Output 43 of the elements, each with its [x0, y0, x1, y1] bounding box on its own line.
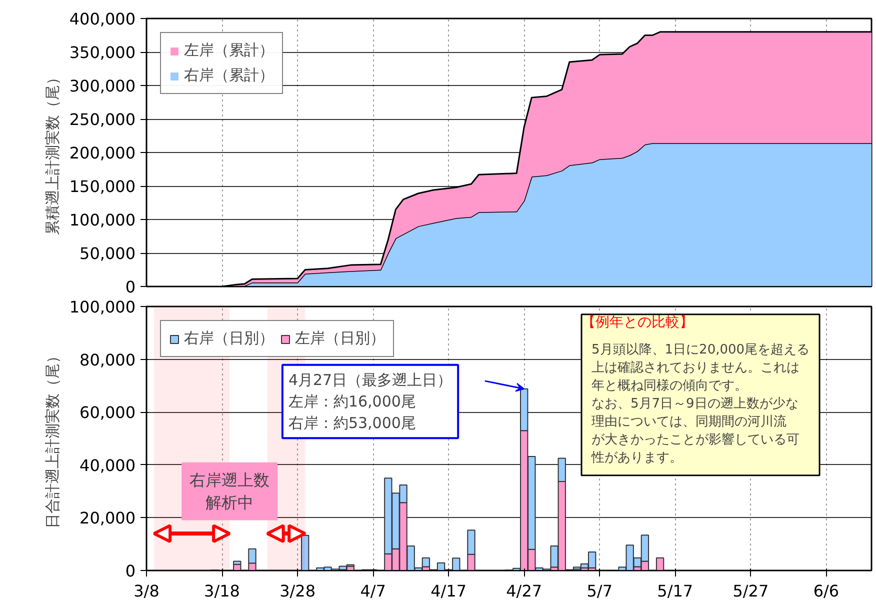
y-tick-label: 250,000: [69, 110, 136, 129]
y-tick-label: 300,000: [69, 76, 136, 96]
annotation: 4月27日（最多遡上日）: [288, 370, 452, 389]
y-tick-label: 50,000: [80, 244, 136, 263]
x-tick-label: 5/27: [732, 582, 769, 600]
y-tick-label: 350,000: [69, 43, 136, 62]
annotation: 左岸：約16,000尾: [288, 392, 416, 410]
x-tick-label: 4/27: [506, 582, 542, 600]
annotation: 5月頭以降、1日に20,000尾を超える: [592, 342, 810, 358]
x-tick-label: 5/7: [586, 582, 612, 600]
annotation: 上は確認されておりません。これは: [592, 360, 800, 376]
annotation: 性があります。: [590, 450, 682, 466]
y-tick-label: 80,000: [80, 350, 136, 370]
annotation: 理由については、同期間の河川流: [592, 413, 786, 430]
y-tick-label: 100,000: [69, 298, 136, 316]
y-tick-label: 40,000: [80, 456, 136, 475]
y-axis-title: 累積遡上計測実数（尾）: [43, 70, 62, 235]
legend-label: 左岸（累計）: [184, 41, 274, 60]
legend-label: 左岸（日別）: [295, 329, 385, 348]
annotation: 右岸：約53,000尾: [288, 414, 416, 432]
y-tick-label: 100,000: [69, 210, 136, 230]
legend-label: 右岸（累計）: [184, 66, 274, 85]
x-tick-label: 3/8: [134, 582, 160, 600]
legend-label: 右岸（日別）: [184, 329, 274, 348]
y-axis-title: 日合計遡上計測実数（尾）: [43, 348, 62, 528]
y-tick-label: 0: [125, 562, 136, 580]
y-tick-label: 200,000: [69, 144, 136, 162]
annotation: なお、5月7日～9日の遡上数が少な: [592, 396, 798, 412]
x-tick-label: 3/18: [204, 582, 240, 600]
y-tick-label: 150,000: [69, 177, 136, 196]
annotation: 【例年との比較】: [582, 314, 694, 330]
annotation: 年と概ね同様の傾向です。: [592, 378, 748, 394]
x-tick-label: 6/6: [813, 582, 840, 600]
y-tick-label: 20,000: [80, 508, 136, 528]
annotation: が大きかったことが影響している可: [592, 432, 800, 448]
x-tick-label: 4/17: [430, 582, 467, 600]
x-tick-label: 5/17: [657, 582, 694, 600]
x-tick-label: 4/7: [360, 582, 386, 600]
x-tick-label: 3/28: [280, 582, 316, 600]
y-tick-label: 400,000: [69, 10, 136, 28]
y-tick-label: 60,000: [80, 403, 136, 422]
y-tick-label: 0: [125, 278, 136, 296]
band-label: 右岸遡上数解析中: [190, 470, 270, 512]
